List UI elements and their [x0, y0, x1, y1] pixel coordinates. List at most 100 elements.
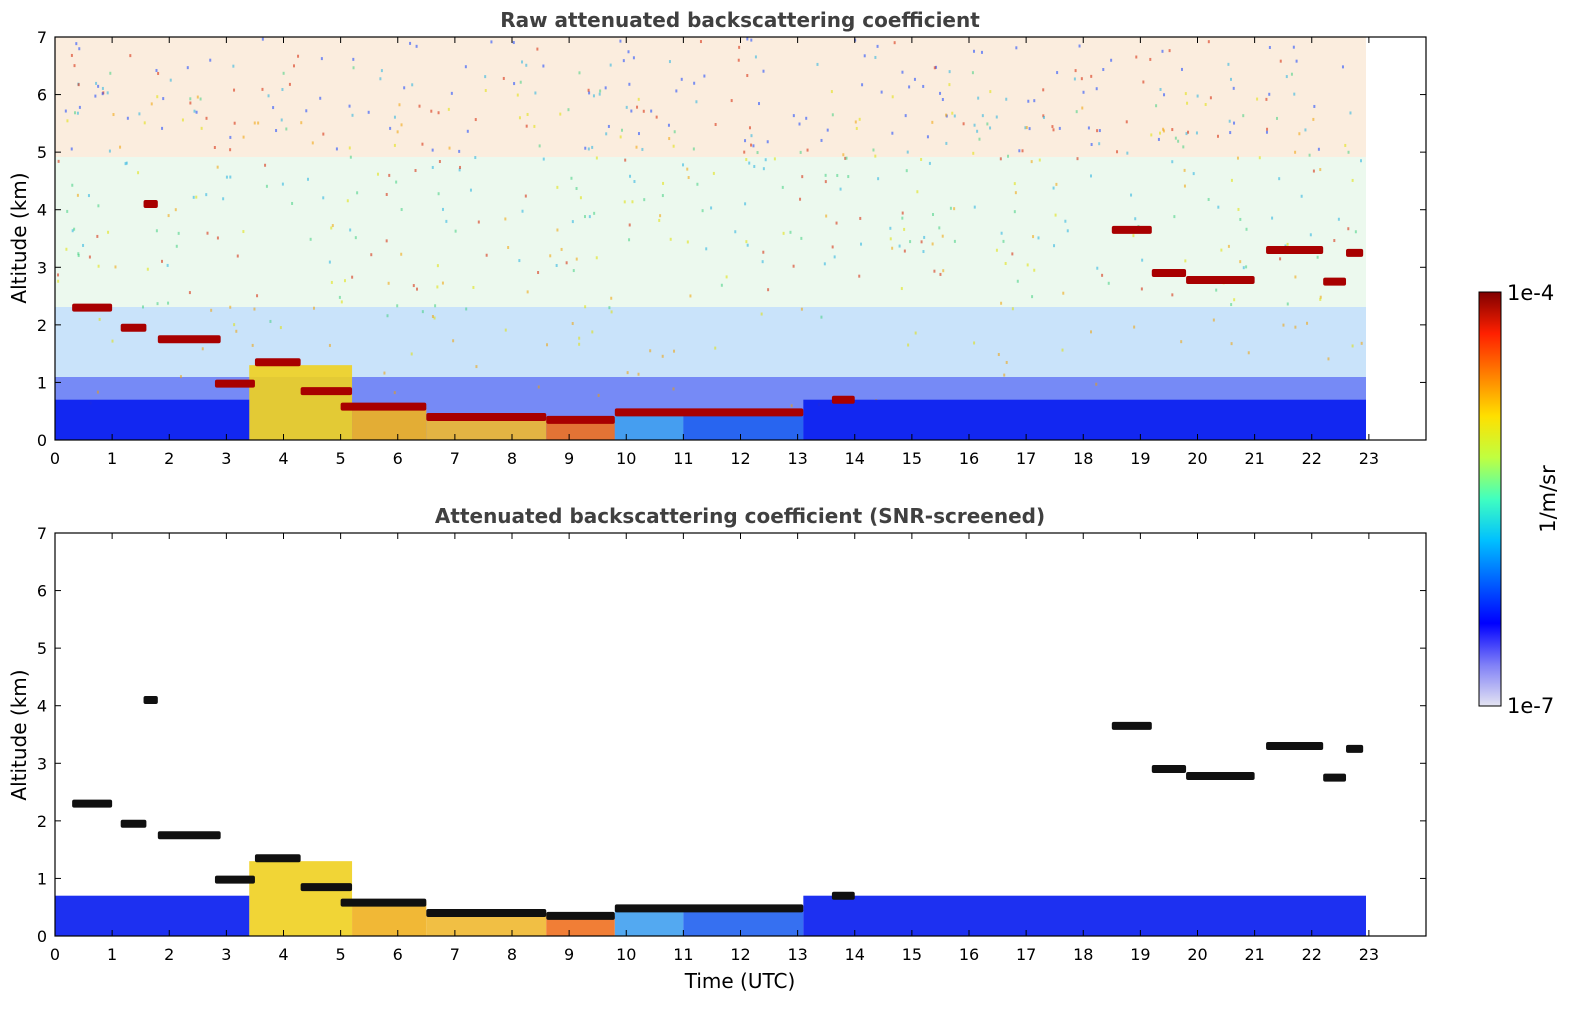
noise-speckle — [962, 122, 965, 126]
noise-speckle — [658, 218, 661, 222]
noise-speckle — [1051, 125, 1054, 129]
noise-speckle — [941, 98, 944, 102]
panel-raw-heatmap — [55, 37, 1426, 440]
noise-speckle — [668, 60, 671, 64]
noise-speckle — [907, 343, 910, 347]
noise-speckle — [933, 269, 936, 273]
noise-speckle — [338, 295, 341, 299]
noise-speckle — [1229, 131, 1232, 135]
noise-speckle — [538, 144, 541, 148]
noise-speckle — [922, 84, 925, 88]
noise-speckle — [177, 231, 180, 235]
noise-speckle — [1228, 119, 1231, 123]
noise-speckle — [485, 253, 488, 257]
noise-speckle — [898, 244, 901, 248]
noise-speckle — [1171, 128, 1174, 132]
noise-speckle — [920, 157, 923, 161]
noise-speckle — [712, 171, 715, 175]
noise-speckle — [1011, 252, 1014, 256]
aerosol-layer-segment — [426, 912, 547, 936]
noise-speckle — [699, 40, 702, 44]
noise-speckle — [71, 229, 74, 233]
raw-mid-noise — [55, 157, 1366, 307]
noise-speckle — [619, 135, 622, 139]
noise-speckle — [484, 75, 487, 79]
noise-speckle — [641, 147, 644, 151]
noise-speckle — [1184, 259, 1187, 263]
noise-speckle — [518, 116, 521, 120]
cloud-layer-mark — [157, 335, 221, 344]
noise-speckle — [181, 118, 184, 122]
noise-speckle — [931, 120, 934, 124]
cloud-layer-mark — [1111, 721, 1152, 730]
cloud-layer-mark — [1323, 773, 1347, 782]
noise-speckle — [192, 195, 195, 199]
noise-speckle — [490, 40, 493, 44]
noise-speckle — [205, 116, 208, 120]
noise-speckle — [125, 161, 128, 165]
noise-speckle — [1110, 58, 1113, 62]
noise-speckle — [734, 230, 737, 234]
noise-speckle — [835, 221, 838, 225]
noise-speckle — [242, 230, 245, 234]
noise-speckle — [845, 156, 848, 160]
noise-speckle — [655, 115, 658, 119]
noise-speckle — [206, 231, 209, 235]
noise-speckle — [1294, 325, 1297, 329]
noise-speckle — [901, 70, 904, 74]
x-tick-label: 11 — [673, 945, 693, 964]
noise-speckle — [1294, 275, 1297, 279]
noise-speckle — [1207, 197, 1210, 201]
x-tick-label: 12 — [730, 945, 750, 964]
noise-speckle — [441, 207, 444, 211]
noise-speckle — [1125, 120, 1128, 124]
noise-speckle — [311, 141, 314, 145]
noise-speckle — [863, 54, 866, 58]
noise-speckle — [928, 161, 931, 165]
cloud-layer-mark — [1186, 771, 1255, 780]
noise-speckle — [889, 237, 892, 241]
noise-speckle — [1312, 169, 1315, 173]
noise-speckle — [1242, 266, 1245, 270]
noise-speckle — [1095, 87, 1098, 91]
noise-speckle — [466, 129, 469, 133]
noise-speckle — [836, 173, 839, 177]
noise-speckle — [1183, 184, 1186, 188]
noise-speckle — [1024, 126, 1027, 130]
x-tick-label: 10 — [616, 945, 636, 964]
panel-screened-x-axis: 0 1 2 3 4 5 6 7 8 9 10 11 12 13 14 15 16 17 18 19 20 21 22 23 — [50, 533, 1379, 964]
noise-speckle — [945, 113, 948, 117]
noise-speckle — [1162, 129, 1165, 133]
noise-speckle — [1090, 74, 1093, 78]
noise-speckle — [824, 180, 827, 184]
noise-speckle — [389, 126, 392, 130]
noise-speckle — [1233, 298, 1236, 302]
noise-speckle — [367, 110, 370, 114]
noise-speckle — [1055, 182, 1058, 186]
noise-speckle — [620, 128, 623, 132]
x-tick-label: 10 — [616, 449, 636, 468]
noise-speckle — [335, 147, 338, 151]
noise-speckle — [101, 86, 104, 90]
cloud-layer-mark — [1111, 225, 1152, 234]
noise-speckle — [1064, 219, 1067, 223]
noise-speckle — [1173, 215, 1176, 219]
noise-speckle — [518, 259, 521, 263]
noise-speckle — [1030, 160, 1033, 164]
noise-speckle — [938, 226, 941, 230]
noise-speckle — [1294, 150, 1297, 154]
noise-speckle — [1042, 115, 1045, 119]
noise-speckle — [1075, 110, 1078, 114]
y-tick-label: 4 — [37, 201, 47, 220]
noise-speckle — [667, 123, 670, 127]
noise-speckle — [762, 167, 765, 171]
x-tick-label: 7 — [450, 449, 460, 468]
noise-speckle — [571, 220, 574, 224]
noise-speckle — [288, 82, 291, 86]
noise-speckle — [989, 90, 992, 94]
noise-speckle — [66, 209, 69, 213]
cloud-layer-mark — [157, 831, 221, 840]
noise-speckle — [559, 112, 562, 116]
x-tick-label: 20 — [1187, 945, 1207, 964]
